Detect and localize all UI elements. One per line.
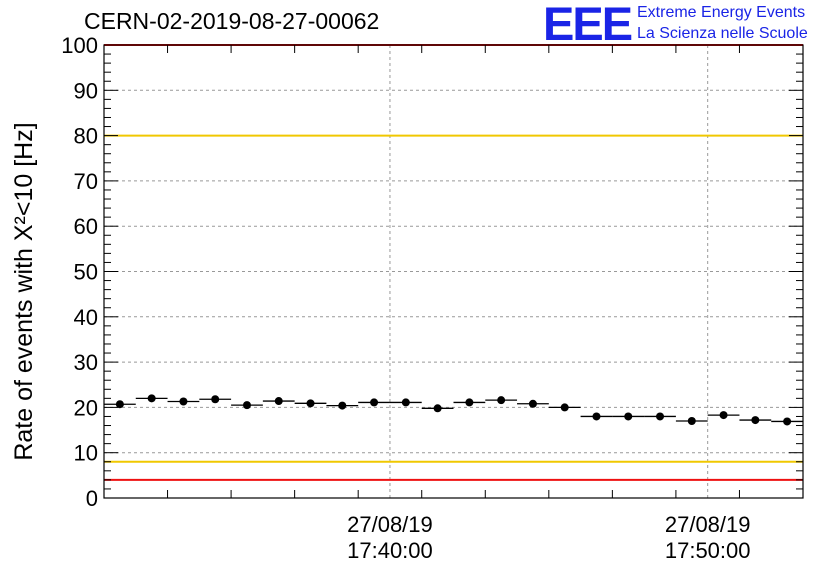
x-tick-label-date: 27/08/19 <box>665 512 751 537</box>
x-tick-label-time: 17:40:00 <box>347 538 433 563</box>
data-point <box>370 398 379 407</box>
data-point <box>211 395 220 404</box>
eee-logo: EEE <box>543 0 633 50</box>
data-point <box>179 397 188 406</box>
data-point <box>783 417 792 426</box>
data-point <box>338 401 347 410</box>
y-tick-label: 80 <box>74 124 98 149</box>
data-point <box>497 396 506 405</box>
data-point <box>592 412 601 421</box>
logo-line-1: Extreme Energy Events <box>637 4 806 21</box>
y-tick-label: 70 <box>74 169 98 194</box>
data-point <box>242 401 251 410</box>
data-point <box>147 394 156 403</box>
x-tick-label-time: 17:50:00 <box>665 538 751 563</box>
data-point <box>687 416 696 425</box>
y-axis-label: Rate of events with X²<10 [Hz] <box>10 122 38 460</box>
data-point <box>528 399 537 408</box>
logo-line-2: La Scienza nelle Scuole <box>637 25 808 42</box>
y-tick-label: 100 <box>61 33 98 58</box>
data-point <box>624 412 633 421</box>
data-point <box>433 404 442 413</box>
y-tick-label: 90 <box>74 78 98 103</box>
x-tick-label-date: 27/08/19 <box>347 512 433 537</box>
y-tick-label: 20 <box>74 395 98 420</box>
y-tick-label: 30 <box>74 350 98 375</box>
data-point <box>115 400 124 409</box>
data-point <box>751 416 760 425</box>
y-tick-label: 50 <box>74 260 98 285</box>
data-point <box>719 411 728 420</box>
y-tick-label: 0 <box>86 486 98 511</box>
data-point <box>274 397 283 406</box>
chart-title: CERN-02-2019-08-27-00062 <box>84 8 380 34</box>
y-tick-label: 10 <box>74 441 98 466</box>
data-point <box>560 403 569 412</box>
data-point <box>401 398 410 407</box>
data-point <box>306 399 315 408</box>
y-tick-label: 60 <box>74 214 98 239</box>
data-point <box>465 398 474 407</box>
data-point <box>656 412 665 421</box>
y-tick-label: 40 <box>74 305 98 330</box>
